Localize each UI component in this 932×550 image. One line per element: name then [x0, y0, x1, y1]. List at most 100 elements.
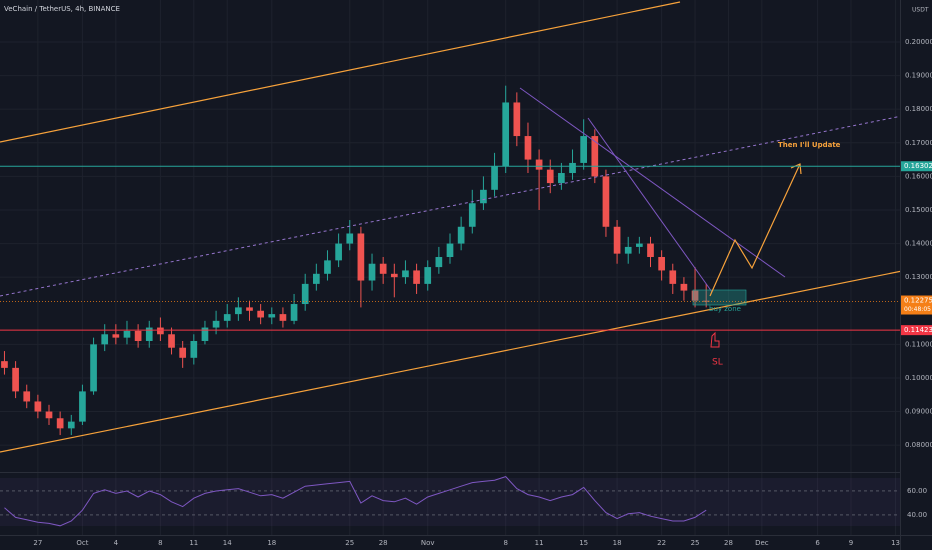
candle-body [79, 391, 86, 422]
candle-body [435, 257, 443, 268]
trendline [519, 87, 786, 278]
drawings [0, 1, 932, 453]
x-tick-label: 11 [189, 539, 198, 547]
candle-body [558, 173, 565, 184]
y-tick-label: 0.18000 [905, 105, 932, 113]
x-tick-label: 28 [379, 539, 388, 547]
rsi-pane [0, 476, 900, 527]
x-tick-label: 9 [849, 539, 853, 547]
x-tick-label: Oct [76, 539, 88, 547]
x-tick-label: 18 [613, 539, 622, 547]
candle-body [1, 361, 8, 368]
x-tick-label: 25 [691, 539, 700, 547]
candle-body [390, 273, 398, 278]
candle-body [212, 320, 220, 328]
candle-body [468, 203, 476, 227]
candle-body [123, 330, 131, 338]
x-tick-label: 28 [724, 539, 733, 547]
x-tick-label: 14 [223, 539, 232, 547]
rsi-band [0, 478, 900, 526]
buy-zone [692, 289, 747, 306]
candle-body [591, 136, 599, 177]
candle-body [67, 421, 75, 429]
candle-body [647, 243, 654, 258]
candle-body [502, 102, 510, 167]
candle-body [145, 327, 153, 341]
x-tick-label: 8 [503, 539, 507, 547]
annotation: Then I'll Update [778, 141, 841, 149]
candle-body [658, 257, 665, 271]
candle-body [368, 263, 376, 281]
candle-body [524, 136, 532, 160]
candle-body [480, 189, 487, 204]
x-tick-label: 22 [657, 539, 666, 547]
rsi-tick-label: 60.00 [907, 487, 927, 495]
candle-body [624, 246, 632, 254]
y-tick-label: 0.10000 [905, 374, 932, 382]
rsi-line [4, 476, 707, 527]
x-tick-label: 15 [579, 539, 588, 547]
x-tick-label: 27 [33, 539, 42, 547]
last-price-label: 0.12275 [904, 297, 932, 305]
channel-lower [0, 264, 932, 453]
candle-body [357, 233, 365, 281]
candle-body [491, 166, 498, 190]
candle-body [246, 307, 253, 311]
x-tick-label: 13 [891, 539, 900, 547]
y-tick-label: 0.14000 [905, 240, 932, 248]
x-tick-label: 6 [815, 539, 820, 547]
x-tick-label: Nov [421, 539, 435, 547]
candle-body [45, 411, 53, 419]
annotation: buy zone [709, 305, 741, 313]
candle-body [223, 314, 231, 321]
candle-body [379, 263, 387, 274]
sl-icon [710, 331, 720, 348]
candle-body [546, 169, 554, 184]
candle-body [279, 314, 287, 321]
axis-labels: 0.20000 0.19000 0.18000 0.17000 0.16000 0.150… [33, 38, 932, 547]
candle-body [101, 334, 109, 345]
level-tag [901, 325, 932, 336]
candle-body [569, 162, 576, 174]
x-tick-label: 4 [114, 539, 119, 547]
candle-body [157, 327, 164, 335]
candle-body [446, 243, 454, 258]
x-tick-label: Dec [755, 539, 769, 547]
candle-body [402, 270, 409, 278]
candle-body [324, 260, 331, 274]
candle-body [424, 267, 432, 284]
candle-body [669, 270, 677, 284]
annotation: SL [712, 358, 723, 368]
y-tick-label: 0.11000 [905, 340, 932, 348]
candle-body [134, 330, 142, 341]
candle-body [23, 391, 31, 402]
channel-mid [0, 109, 932, 297]
candle-body [602, 176, 610, 227]
candle-body [513, 102, 521, 137]
level-label: 0.16302 [904, 162, 932, 170]
candle-body [290, 304, 298, 321]
y-tick-label: 0.16000 [905, 172, 932, 180]
candle-body [112, 334, 120, 338]
candles [1, 85, 710, 436]
y-tick-label: 0.13000 [905, 273, 932, 281]
level-tag [901, 161, 932, 172]
y-tick-label: 0.17000 [905, 139, 932, 147]
channel-upper [0, 1, 681, 143]
candle-body [56, 418, 64, 429]
candle-body [702, 300, 710, 302]
candle-body [168, 334, 175, 348]
x-tick-label: 18 [267, 539, 276, 547]
candle-body [335, 243, 342, 261]
candle-body [413, 270, 420, 284]
candle-body [301, 283, 309, 305]
candle-body [613, 226, 621, 254]
candle-body [268, 314, 276, 318]
y-tick-label: 0.15000 [905, 206, 932, 214]
projection [709, 163, 801, 297]
countdown: 00:48:05 [904, 306, 931, 313]
candle-body [312, 273, 320, 284]
candle-body [190, 340, 198, 358]
